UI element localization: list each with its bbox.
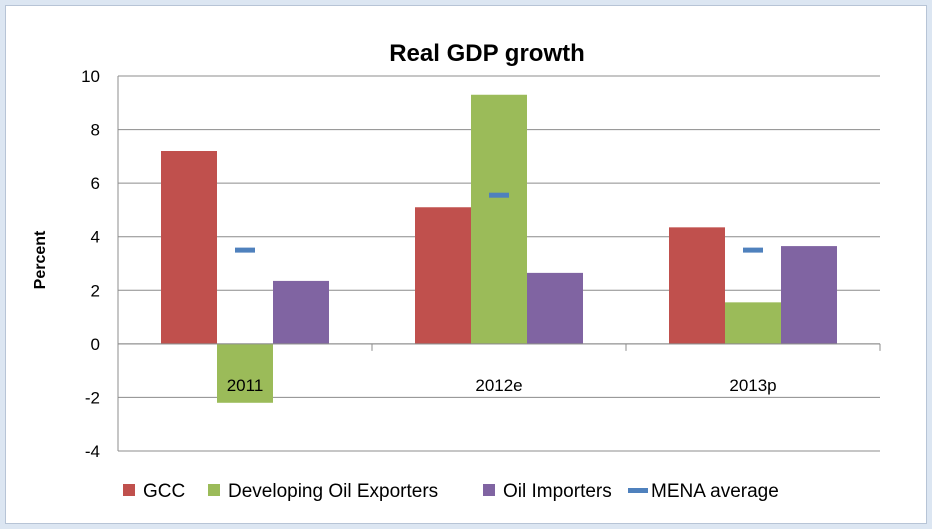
legend-swatch [123, 484, 135, 496]
legend-label: GCC [143, 481, 185, 502]
bar-oil-importers [781, 246, 837, 344]
y-tick-label: -4 [85, 442, 100, 461]
x-axis: 2011 2012e 2013p [117, 343, 881, 395]
bar-gcc [161, 151, 217, 344]
marker-mena-average [235, 247, 255, 253]
legend-swatch [483, 484, 495, 496]
legend-swatch [208, 484, 220, 496]
legend: GCC Developing Oil Exporters Oil Importers… [123, 481, 779, 502]
bar-gcc [669, 227, 725, 344]
y-tick-label: 4 [91, 228, 100, 247]
y-axis-label: Percent [32, 230, 49, 289]
legend-label: Developing Oil Exporters [228, 481, 438, 502]
bar-oil-importers [273, 280, 329, 344]
y-tick-label: 8 [91, 121, 100, 140]
bars [161, 94, 837, 403]
bar-developing-oil-exporters [471, 94, 527, 344]
bar-gcc [415, 207, 471, 344]
chart-title: Real GDP growth [389, 40, 585, 67]
marker-mena-average [489, 192, 509, 198]
legend-label: Oil Importers [503, 481, 612, 502]
bar-developing-oil-exporters [725, 302, 781, 344]
y-tick-label: 2 [91, 281, 100, 300]
markers [235, 192, 763, 253]
legend-swatch [628, 488, 648, 493]
y-axis-ticks: -4 -2 0 2 4 6 8 10 [81, 67, 100, 461]
y-tick-label: 0 [91, 335, 100, 354]
legend-label: MENA average [651, 481, 779, 502]
x-tick-label: 2012e [475, 376, 522, 395]
y-tick-label: 10 [81, 67, 100, 86]
x-tick-label: 2011 [227, 376, 264, 395]
y-tick-label: 6 [91, 174, 100, 193]
marker-mena-average [743, 247, 763, 253]
x-tick-label: 2013p [729, 376, 776, 395]
y-tick-label: -2 [85, 388, 100, 407]
bar-developing-oil-exporters [217, 343, 273, 403]
bar-oil-importers [527, 272, 583, 344]
